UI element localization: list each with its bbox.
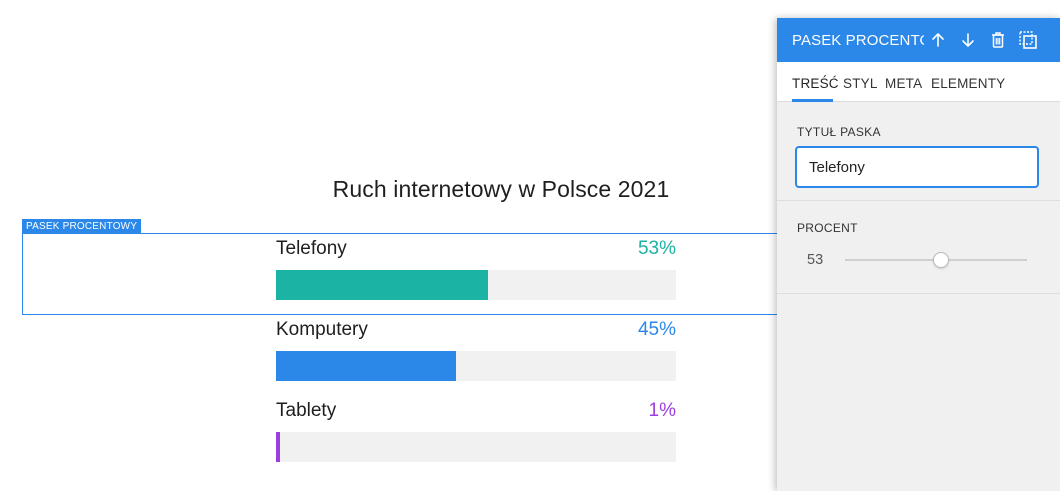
active-tab-indicator [792, 99, 833, 102]
bar-fill [276, 351, 456, 381]
bar-label: Tablety [276, 400, 337, 421]
trash-icon[interactable] [988, 30, 1008, 50]
properties-panel: PASEK PROCENTOWY [777, 18, 1060, 491]
section-divider [777, 293, 1060, 294]
arrow-up-icon[interactable] [928, 30, 948, 50]
percent-value: 53 [807, 252, 824, 268]
bar-label: Telefony [276, 238, 347, 259]
bar-track [276, 432, 676, 462]
arrow-down-icon[interactable] [958, 30, 978, 50]
bar-value: 1% [648, 400, 676, 421]
panel-title: PASEK PROCENTOWY [792, 32, 924, 49]
percent-slider-thumb[interactable] [933, 252, 950, 268]
bar-value: 45% [637, 319, 676, 340]
title-field-label: TYTUŁ PASKA [797, 125, 881, 139]
panel-header: PASEK PROCENTOWY [777, 18, 1060, 62]
bar-value: 53% [637, 238, 676, 259]
tab-tresc[interactable]: TREŚĆ [792, 76, 839, 91]
tab-styl[interactable]: STYL [843, 76, 878, 91]
bar-track [276, 270, 676, 300]
panel-tabs: TREŚĆ STYL META ELEMENTY [777, 62, 1060, 102]
percent-field-label: PROCENT [797, 221, 858, 235]
select-frame-icon[interactable] [1018, 30, 1038, 50]
bar-title-input[interactable] [795, 146, 1039, 188]
document-title[interactable]: Ruch internetowy w Polsce 2021 [332, 176, 670, 202]
bar-fill [276, 432, 280, 462]
selected-element-tag: PASEK PROCENTOWY [22, 219, 142, 234]
section-divider [777, 200, 1060, 201]
bar-label: Komputery [276, 319, 368, 340]
percentage-bar-komputery[interactable]: Komputery 45% [276, 317, 676, 381]
tab-meta[interactable]: META [885, 76, 923, 91]
percentage-bar-tablety[interactable]: Tablety 1% [276, 398, 676, 462]
bar-track [276, 351, 676, 381]
percentage-bar-telefony[interactable]: Telefony 53% [276, 236, 676, 300]
tab-elementy[interactable]: ELEMENTY [931, 76, 1006, 91]
bar-fill [276, 270, 488, 300]
